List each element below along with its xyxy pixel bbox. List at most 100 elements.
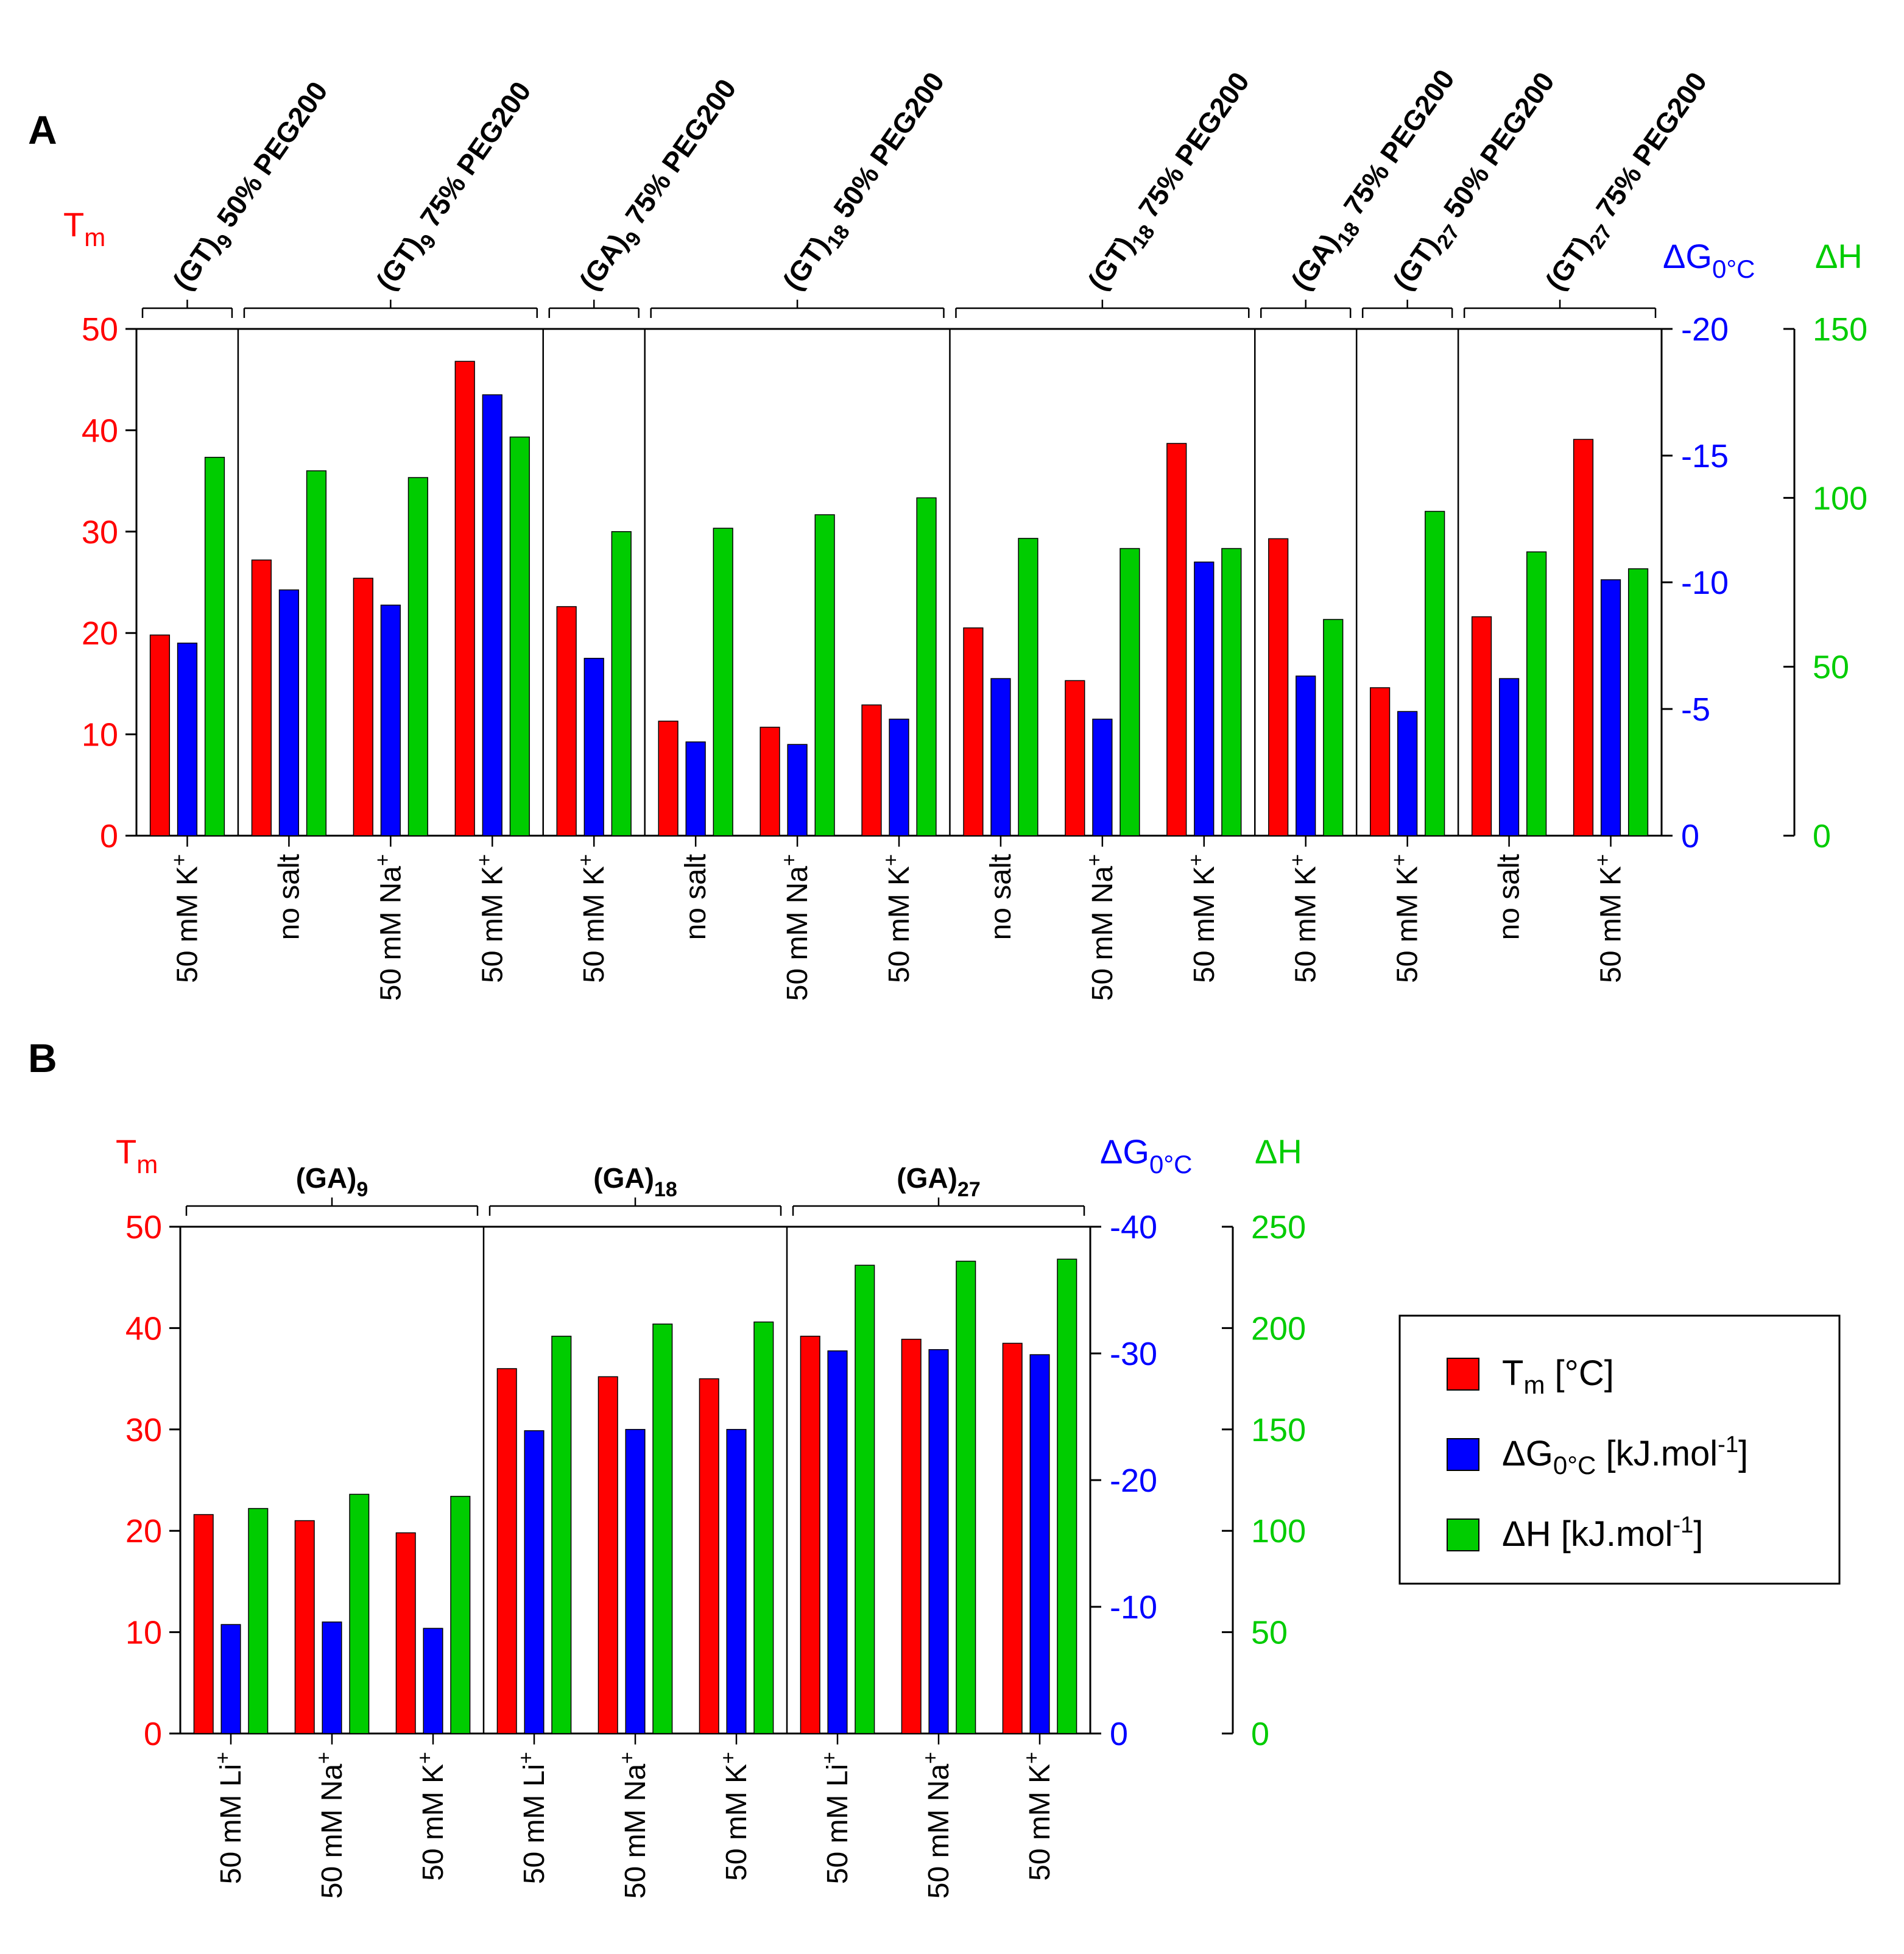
- category-label: 50 mM Na+: [616, 1752, 652, 1899]
- tick-label-dg: -10: [1681, 565, 1729, 601]
- bar-dh: [204, 457, 225, 836]
- tick-label-tm: 0: [144, 1716, 162, 1752]
- panel-A: A (GT)9 50% PEG200 50 mM K+ (GT)9 75% PEG20…: [28, 63, 1867, 1001]
- axis-label-dg: ΔG0°C: [1663, 237, 1755, 283]
- bar-dg: [1029, 1354, 1050, 1734]
- axis-label-dg: ΔG0°C: [1100, 1132, 1192, 1179]
- legend: Tm [°C] ΔG0°C [kJ.mol-1] ΔH [kJ.mol-1]: [1398, 1314, 1841, 1585]
- bar-dg: [177, 643, 198, 836]
- group-label: (GT)9 75% PEG200: [370, 76, 543, 300]
- panel-letter-A: A: [28, 107, 57, 152]
- category-label: no salt: [680, 854, 712, 940]
- bar-dh: [652, 1323, 673, 1734]
- bar-dh: [306, 470, 327, 836]
- bar-dg: [584, 658, 604, 836]
- bar-tm: [193, 1514, 214, 1734]
- bar-tm: [1370, 687, 1391, 836]
- tick-label-tm: 20: [82, 615, 118, 652]
- bar-dg: [889, 718, 909, 836]
- bar-tm: [699, 1378, 719, 1734]
- bar-dh: [450, 1495, 471, 1734]
- tick-label-dh: 50: [1251, 1615, 1288, 1651]
- axis-label-tm: Tm: [116, 1132, 158, 1179]
- axis-label-tm: Tm: [63, 205, 105, 252]
- bar-dh: [551, 1335, 572, 1734]
- category-label: 50 mM Na+: [371, 854, 407, 1001]
- tick-label-dh: 150: [1251, 1412, 1306, 1448]
- bar-dg: [928, 1349, 949, 1734]
- bar-dh: [1119, 548, 1140, 836]
- legend-label-dh: ΔH [kJ.mol-1]: [1502, 1512, 1703, 1554]
- category-label: 50 mM K+: [1388, 854, 1424, 983]
- group-label: (GA)18 75% PEG200: [1285, 63, 1466, 300]
- tick-label-dh: 200: [1251, 1310, 1306, 1347]
- bar-dg: [482, 394, 502, 836]
- group-bracket: [185, 1197, 479, 1216]
- bar-dh: [1425, 510, 1445, 836]
- group-label: (GA)9: [296, 1162, 368, 1201]
- bar-dg: [1498, 678, 1520, 836]
- legend-label-tm: Tm [°C]: [1502, 1353, 1614, 1399]
- bar-tm: [1002, 1342, 1023, 1734]
- bar-dh: [916, 497, 937, 836]
- group-bracket: [955, 300, 1250, 318]
- group-bracket: [243, 300, 538, 318]
- bar-dh: [753, 1321, 774, 1734]
- bar-tm: [149, 634, 171, 836]
- bar-dg: [1397, 711, 1418, 836]
- category-label: 50 mM K+: [1020, 1752, 1056, 1881]
- tick-label-tm: 20: [125, 1513, 162, 1550]
- tick-label-dg: -15: [1681, 438, 1729, 474]
- bar-tm: [658, 721, 679, 836]
- bar-dg: [220, 1624, 241, 1734]
- group-label: (GA)9 75% PEG200: [573, 73, 749, 300]
- category-label: no salt: [273, 854, 305, 940]
- tick-label-dg: -40: [1110, 1209, 1157, 1246]
- bar-dh: [814, 514, 835, 836]
- legend-label-dg: ΔG0°C [kJ.mol-1]: [1502, 1432, 1748, 1480]
- bar-tm: [294, 1520, 315, 1734]
- tick-label-dh: 150: [1813, 311, 1867, 348]
- tick-label-dh: 250: [1251, 1209, 1306, 1246]
- group-bracket: [1463, 300, 1657, 318]
- category-label: 50 mM Na+: [312, 1752, 348, 1899]
- legend-swatch-tm: [1447, 1358, 1479, 1391]
- tick-label-tm: 10: [125, 1615, 162, 1651]
- category-label: 50 mM Na+: [1083, 854, 1119, 1001]
- category-label: no salt: [1493, 854, 1526, 940]
- bar-dh: [407, 477, 428, 836]
- category-label: 50 mM K+: [1185, 854, 1221, 983]
- category-label: 50 mM Li+: [515, 1752, 551, 1884]
- bar-tm: [251, 559, 272, 836]
- tick-label-dh: 0: [1251, 1716, 1269, 1752]
- bar-tm: [496, 1368, 517, 1734]
- legend-swatch-dh: [1447, 1518, 1479, 1551]
- tick-label-dh: 0: [1813, 818, 1831, 855]
- bar-tm: [901, 1338, 922, 1734]
- bar-dg: [278, 589, 300, 836]
- bar-dh: [1627, 568, 1649, 836]
- bar-tm: [800, 1335, 820, 1734]
- tick-label-dg: 0: [1110, 1716, 1128, 1752]
- group-label: (GT)9 50% PEG200: [166, 76, 340, 300]
- bar-dg: [1194, 561, 1215, 836]
- panel-B: B (GA)9 50 mM Li+ 50 mM Na+ 50 mM K+ (GA)18 50…: [28, 1035, 1306, 1899]
- category-label: 50 mM K+: [473, 854, 509, 983]
- bar-tm: [1166, 443, 1187, 836]
- tick-label-dh: 100: [1251, 1513, 1306, 1550]
- group-bracket: [141, 300, 233, 318]
- category-label: 50 mM K+: [414, 1752, 450, 1881]
- category-label: 50 mM K+: [1286, 854, 1322, 983]
- bar-tm: [353, 577, 373, 836]
- bar-dh: [248, 1508, 269, 1734]
- bar-tm: [861, 704, 882, 836]
- category-label: 50 mM K+: [167, 854, 203, 983]
- bar-dg: [423, 1628, 443, 1734]
- axis-label-dh: ΔH: [1815, 237, 1863, 275]
- bar-tm: [598, 1376, 618, 1734]
- tick-label-dg: -20: [1110, 1462, 1157, 1499]
- bar-dg: [1600, 579, 1621, 836]
- legend-swatch-dg: [1447, 1438, 1479, 1471]
- group-bracket: [792, 1197, 1085, 1216]
